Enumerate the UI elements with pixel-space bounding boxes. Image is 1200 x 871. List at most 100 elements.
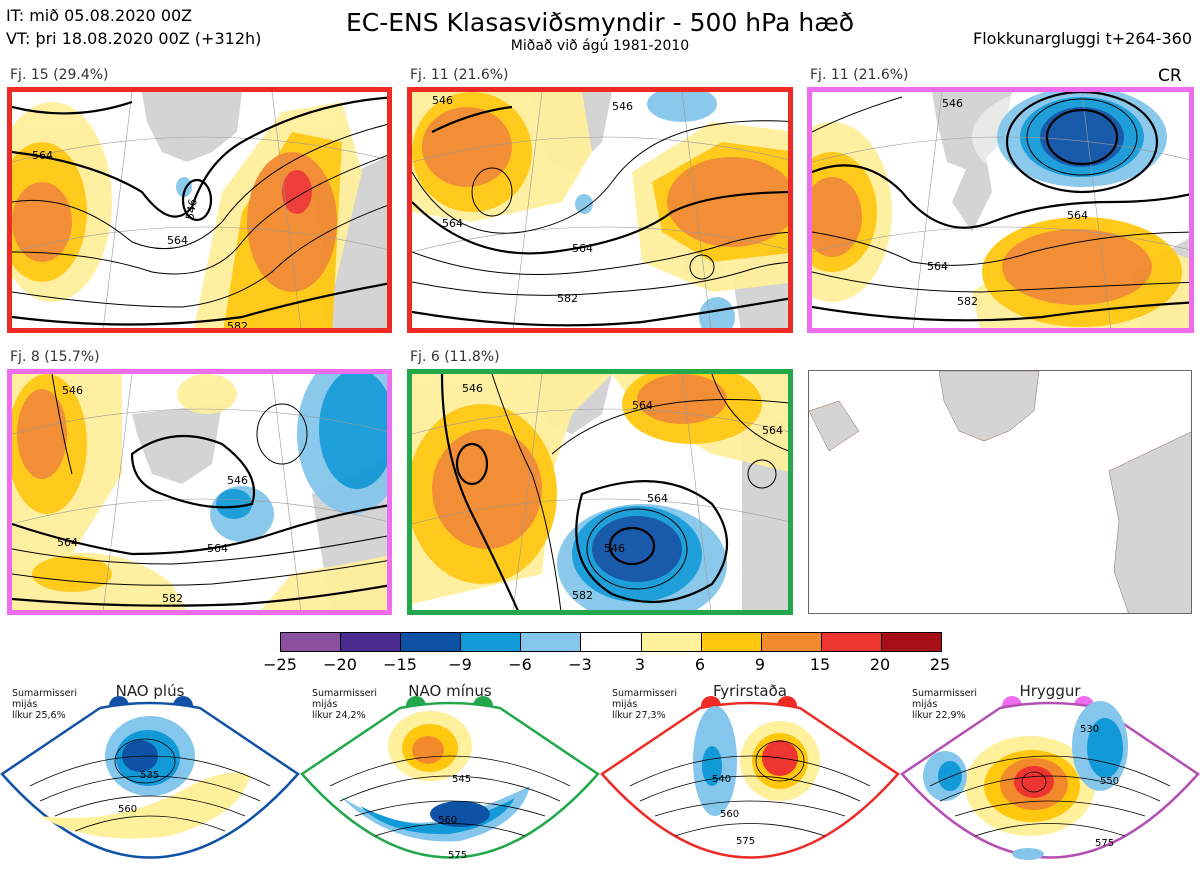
colorbar-tick: −20 [323, 655, 357, 674]
colorbar-tick: −25 [263, 655, 297, 674]
colorbar-swatch [521, 633, 582, 651]
iso-label: 564 [647, 492, 668, 505]
iso-label: 546 [432, 94, 453, 107]
regime-ridge[interactable]: Hryggur Sumarmisseri mijás líkur 22,9% 5… [900, 682, 1200, 871]
iso-label: 546 [227, 474, 248, 487]
regime-blocking[interactable]: Fyrirstaða Sumarmisseri mijás líkur 27,3… [600, 682, 900, 871]
regime-ridge-graphic: 530 550 575 [900, 696, 1200, 860]
regime-nao-minus-graphic: 545 560 575 [300, 696, 600, 861]
colorbar-swatch [461, 633, 522, 651]
isohypses [412, 105, 788, 327]
regime-info: Sumarmisseri mijás líkur 22,9% [912, 688, 978, 721]
iso-label: 564 [207, 542, 228, 555]
regime-title: Fyrirstaða [713, 682, 787, 700]
regime-blocking-graphic: 540 560 575 [600, 696, 900, 859]
isohypses [812, 92, 1189, 322]
regime-nao-plus[interactable]: NAO plús Sumarmisseri mijás líkur 25,6% … [0, 682, 300, 871]
iso-label: 564 [442, 217, 463, 230]
cluster-label-3: Fj. 11 (21.6%) [810, 67, 909, 83]
colorbar-tick: −3 [568, 655, 592, 674]
colorbar-tick: 25 [929, 655, 951, 674]
colorbar-swatch [881, 633, 942, 651]
colorbar [280, 632, 942, 652]
cluster-map-5[interactable]: 546 564 564 564 546 582 [407, 369, 793, 615]
iso-label: 546 [183, 198, 199, 221]
colorbar-swatch [701, 633, 762, 651]
iso-label: 564 [1067, 209, 1088, 222]
cluster-map-1-graphic: 546 564 564 582 [12, 92, 387, 333]
iso-label: 560 [118, 804, 137, 815]
iso-label: 540 [712, 774, 731, 785]
iso-label: 530 [1080, 724, 1099, 735]
iso-label: 564 [167, 234, 188, 247]
cluster-label-5: Fj. 6 (11.8%) [410, 349, 500, 365]
iso-label: 546 [62, 384, 83, 397]
iso-label: 582 [572, 589, 593, 602]
isohypses [440, 374, 788, 610]
grid-lines [812, 92, 1189, 328]
iso-label: 564 [572, 242, 593, 255]
cluster-label-2: Fj. 11 (21.6%) [410, 67, 509, 83]
anomaly-fill [12, 374, 387, 610]
iso-label: 564 [927, 260, 948, 273]
anomaly-fill [412, 92, 788, 328]
cluster-map-2-graphic: 546 546 564 564 582 [412, 92, 788, 328]
regime-info: Sumarmisseri mijás líkur 24,2% [312, 688, 378, 721]
regime-nao-plus-graphic: 535 560 [0, 696, 300, 859]
iso-label: 575 [1095, 838, 1114, 849]
iso-label: 575 [736, 836, 755, 847]
valid-time: VT: þri 18.08.2020 00Z (+312h) [6, 29, 262, 48]
cluster-map-3-graphic: 546 564 564 582 [812, 92, 1189, 328]
anomaly-fill [812, 92, 1189, 328]
iso-label: 582 [227, 320, 248, 333]
page-title: EC-ENS Klasasviðsmyndir - 500 hPa hæð [345, 8, 855, 37]
cluster-map-1[interactable]: 546 564 564 582 [7, 87, 392, 333]
grid-lines [412, 92, 788, 328]
iso-label: 535 [140, 770, 159, 781]
reference-map-graphic [809, 371, 1191, 613]
grid-lines [12, 92, 387, 328]
colorbar-swatch [341, 633, 402, 651]
anomaly-fill [12, 102, 362, 328]
cluster-label-1: Fj. 15 (29.4%) [10, 67, 109, 83]
iso-label: 575 [448, 850, 467, 861]
reference-map [808, 370, 1192, 614]
iso-label: 550 [1100, 776, 1119, 787]
colorbar-tick: 20 [869, 655, 891, 674]
grid-lines [412, 374, 788, 610]
regime-title: Hryggur [1019, 682, 1081, 700]
regime-info: Sumarmisseri mijás líkur 27,3% [612, 688, 678, 721]
colorbar-swatch [401, 633, 462, 651]
isohypses [12, 96, 387, 326]
classification-window: Flokkunargluggi t+264-360 [973, 29, 1192, 48]
iso-label: 564 [32, 149, 53, 162]
colorbar-tick: 6 [694, 655, 706, 674]
iso-label: 564 [57, 536, 78, 549]
cluster-map-2[interactable]: 546 546 564 564 582 [407, 87, 793, 333]
regime-title: NAO plús [115, 682, 185, 700]
colorbar-swatch [281, 633, 342, 651]
cluster-map-4[interactable]: 546 546 564 564 582 [7, 369, 392, 615]
init-valid-times: IT: mið 05.08.2020 00Z VT: þri 18.08.202… [6, 4, 261, 50]
iso-label: 582 [557, 292, 578, 305]
regime-nao-minus[interactable]: NAO mínus Sumarmisseri mijás líkur 24,2%… [300, 682, 600, 871]
colorbar-tick: −6 [508, 655, 532, 674]
regime-info: Sumarmisseri mijás líkur 25,6% [12, 688, 78, 721]
cluster-map-5-graphic: 546 564 564 564 546 582 [412, 374, 788, 610]
colorbar-swatch [821, 633, 882, 651]
iso-label: 582 [957, 295, 978, 308]
iso-label: 564 [632, 399, 653, 412]
cluster-map-3[interactable]: 546 564 564 582 [807, 87, 1194, 333]
colorbar-swatch [581, 633, 642, 651]
cluster-map-4-graphic: 546 546 564 564 582 [12, 374, 387, 610]
iso-label: 564 [762, 424, 783, 437]
colorbar-tick: −15 [383, 655, 417, 674]
iso-label: 546 [462, 382, 483, 395]
grid-lines [12, 374, 387, 610]
page-subtitle: Miðað við ágú 1981-2010 [510, 38, 690, 54]
iso-label: 546 [942, 97, 963, 110]
colorbar-tick: 9 [754, 655, 766, 674]
colorbar-swatch [761, 633, 822, 651]
cr-label: CR [1158, 66, 1182, 86]
iso-label: 560 [438, 815, 457, 826]
